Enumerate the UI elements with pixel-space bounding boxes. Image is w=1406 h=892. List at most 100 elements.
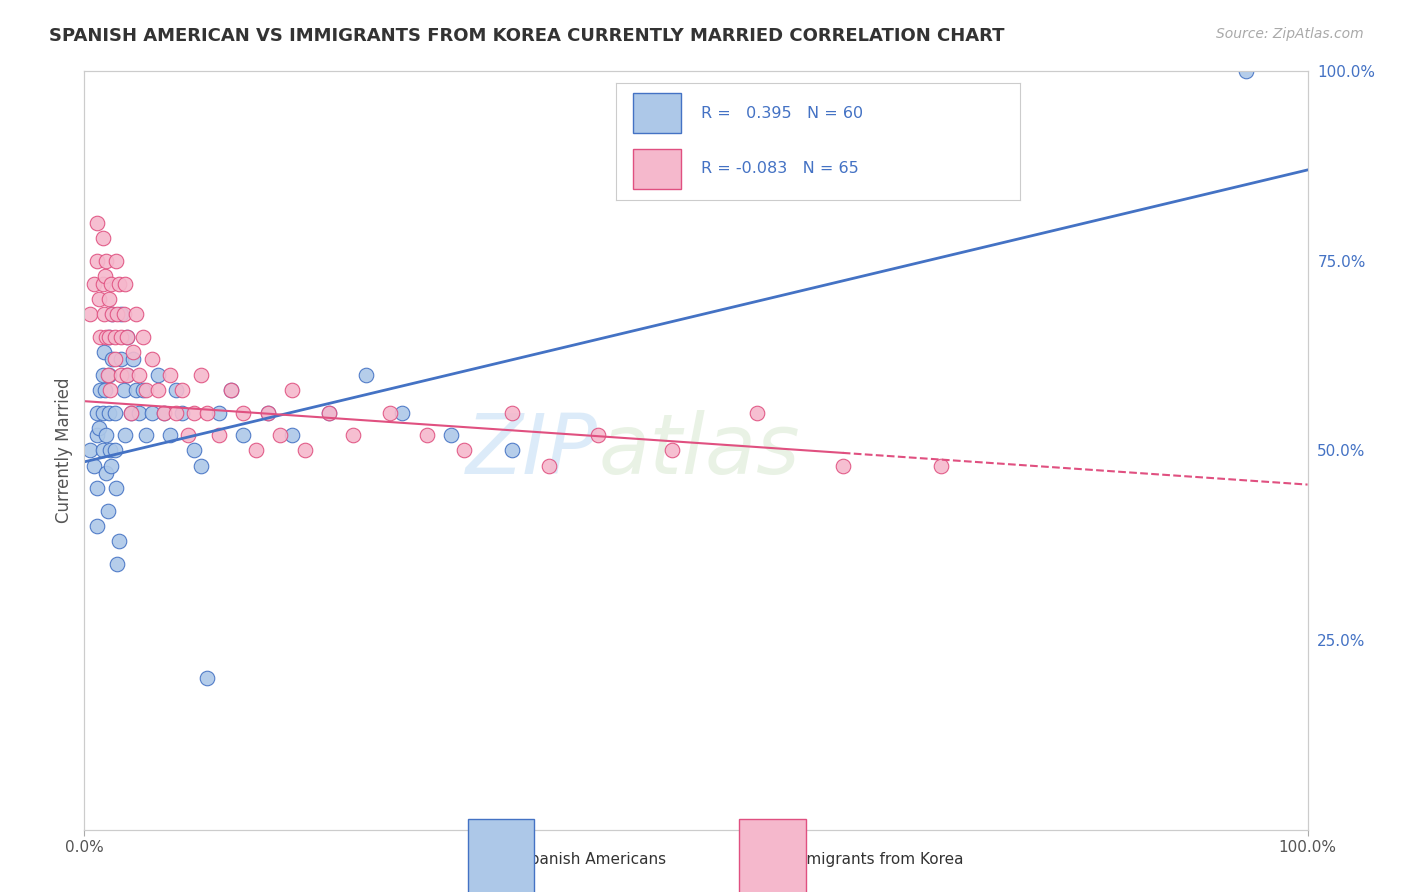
Point	[502, 443, 524, 458]
Point	[86, 428, 108, 442]
Point	[101, 307, 124, 321]
Point	[91, 368, 114, 382]
Y-axis label: Currently Married: Currently Married	[55, 377, 73, 524]
Point	[115, 368, 138, 382]
Point	[120, 405, 142, 420]
Point	[219, 383, 242, 397]
Point	[86, 216, 108, 230]
Point	[96, 467, 118, 481]
Point	[135, 428, 157, 442]
Point	[159, 368, 181, 382]
Text: SPANISH AMERICAN VS IMMIGRANTS FROM KOREA CURRENTLY MARRIED CORRELATION CHART: SPANISH AMERICAN VS IMMIGRANTS FROM KORE…	[49, 27, 1005, 45]
Point	[83, 458, 105, 473]
Point	[115, 368, 138, 382]
Point	[135, 383, 157, 397]
Point	[586, 428, 609, 442]
Point	[86, 519, 108, 533]
Point	[96, 428, 118, 442]
Point	[104, 352, 127, 367]
Point	[318, 405, 340, 420]
Point	[104, 405, 127, 420]
Point	[96, 330, 118, 344]
Point	[153, 405, 176, 420]
Point	[98, 443, 121, 458]
Point	[115, 330, 138, 344]
Point	[354, 368, 377, 382]
Point	[97, 330, 120, 344]
Point	[232, 405, 254, 420]
Point	[110, 307, 132, 321]
Point	[86, 405, 108, 420]
Text: Immigrants from Korea: Immigrants from Korea	[787, 852, 965, 867]
Point	[172, 405, 194, 420]
Point	[538, 458, 561, 473]
Point	[101, 352, 124, 367]
Point	[98, 383, 121, 397]
Point	[91, 231, 114, 245]
Point	[86, 253, 108, 268]
Point	[87, 292, 110, 306]
Point	[232, 428, 254, 442]
Point	[94, 269, 117, 284]
Point	[195, 671, 218, 685]
Point	[245, 443, 267, 458]
Point	[100, 458, 122, 473]
Point	[141, 405, 163, 420]
Point	[159, 428, 181, 442]
Text: atlas: atlas	[598, 410, 800, 491]
Point	[128, 368, 150, 382]
Point	[208, 405, 231, 420]
Point	[219, 383, 242, 397]
Point	[128, 405, 150, 420]
Point	[281, 428, 304, 442]
Point	[105, 307, 128, 321]
Point	[183, 443, 205, 458]
Point	[165, 405, 187, 420]
Point	[110, 352, 132, 367]
Point	[132, 330, 155, 344]
Point	[195, 405, 218, 420]
Point	[104, 443, 127, 458]
Point	[208, 428, 231, 442]
Point	[97, 368, 120, 382]
Point	[91, 277, 114, 291]
Point	[87, 421, 110, 435]
Point	[416, 428, 439, 442]
Point	[112, 307, 135, 321]
Point	[183, 405, 205, 420]
Point	[318, 405, 340, 420]
Point	[86, 482, 108, 496]
Point	[165, 383, 187, 397]
Point	[110, 368, 132, 382]
Point	[94, 383, 117, 397]
Point	[146, 368, 169, 382]
Point	[79, 443, 101, 458]
Point	[115, 330, 138, 344]
Point	[110, 330, 132, 344]
Point	[96, 253, 118, 268]
Point	[79, 307, 101, 321]
Point	[177, 428, 200, 442]
Point	[269, 428, 291, 442]
Point	[257, 405, 280, 420]
Point	[107, 277, 129, 291]
Point	[122, 344, 145, 359]
Point	[105, 253, 128, 268]
Point	[453, 443, 475, 458]
Point	[1236, 64, 1258, 78]
Point	[107, 534, 129, 549]
Point	[89, 383, 111, 397]
Point	[97, 292, 120, 306]
Point	[105, 557, 128, 572]
Point	[97, 504, 120, 518]
Point	[120, 405, 142, 420]
Point	[661, 443, 683, 458]
Text: Spanish Americans: Spanish Americans	[520, 852, 666, 867]
Point	[125, 383, 148, 397]
Point	[104, 330, 127, 344]
Point	[114, 428, 136, 442]
Point	[141, 352, 163, 367]
Point	[122, 352, 145, 367]
Point	[97, 405, 120, 420]
Point	[97, 368, 120, 382]
